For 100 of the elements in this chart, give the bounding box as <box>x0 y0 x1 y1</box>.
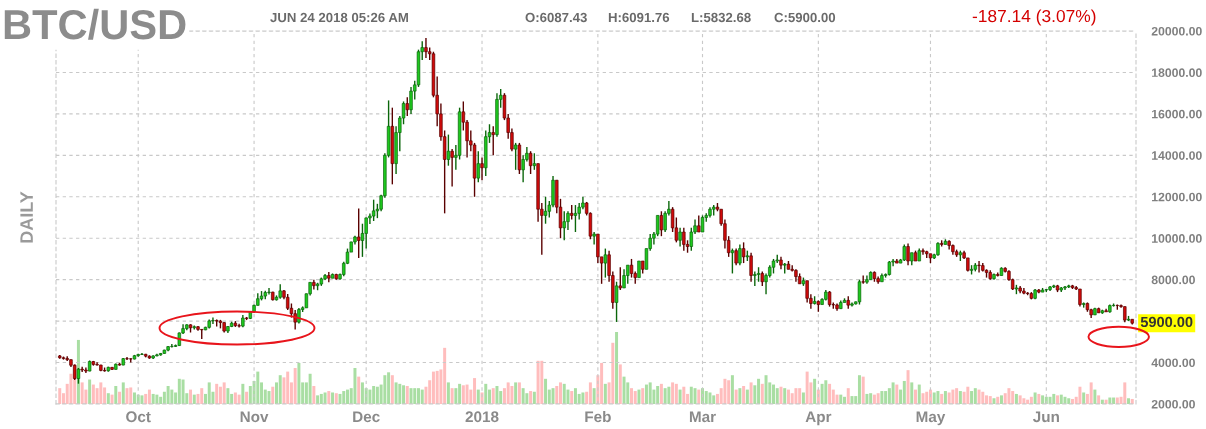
bar <box>805 371 809 404</box>
bar <box>540 360 544 404</box>
bar <box>1089 382 1093 404</box>
candlestick <box>424 37 428 59</box>
bar <box>734 389 738 404</box>
bar <box>465 384 469 404</box>
bar <box>342 391 346 404</box>
bar <box>177 378 181 404</box>
bar <box>181 379 185 404</box>
bar <box>559 382 562 404</box>
bar <box>861 376 865 404</box>
candlestick <box>682 227 686 252</box>
bar <box>368 389 372 404</box>
bar <box>757 378 761 404</box>
bar <box>360 382 364 404</box>
candlestick <box>528 150 533 175</box>
x-tick-label: Feb <box>585 410 611 423</box>
annotation: 5900.00 <box>1140 316 1193 328</box>
bar <box>293 368 297 404</box>
bar <box>241 383 245 404</box>
bar <box>88 379 92 404</box>
bar <box>536 360 540 404</box>
text: -187.14 (3.07%) <box>972 9 1096 26</box>
y-tick-label: 4000.00 <box>1151 358 1195 368</box>
bar <box>454 388 458 404</box>
bar <box>144 393 148 404</box>
bar <box>708 392 712 404</box>
bar <box>1093 389 1097 404</box>
bar <box>1123 382 1127 404</box>
bar <box>226 388 230 404</box>
x-tick-label: Apr <box>805 411 832 426</box>
x-tick-label: Dec <box>353 411 380 423</box>
bar <box>794 388 798 404</box>
bar <box>431 371 435 404</box>
bar <box>813 378 817 404</box>
candlestick <box>626 264 630 285</box>
bar <box>491 388 495 404</box>
bar <box>936 391 940 404</box>
candlestick <box>596 233 600 264</box>
bar <box>921 393 925 404</box>
bar <box>1078 386 1082 404</box>
bar <box>917 384 921 404</box>
bar <box>1067 398 1071 404</box>
bar <box>398 383 402 404</box>
bar <box>353 368 357 404</box>
bar <box>308 373 312 404</box>
candlestick <box>629 258 634 279</box>
bar <box>420 389 424 404</box>
y-tick-label: 10000.00 <box>1152 234 1202 243</box>
bar <box>682 386 686 404</box>
bar <box>151 393 155 404</box>
bar <box>663 388 667 404</box>
candlestick <box>622 268 626 289</box>
bar <box>876 393 880 404</box>
bar <box>880 391 884 404</box>
bar <box>902 380 906 404</box>
bar <box>383 375 387 404</box>
bar <box>413 388 417 404</box>
bar <box>375 386 379 404</box>
bar <box>129 387 133 404</box>
bar <box>678 389 682 404</box>
candlestick <box>405 96 409 117</box>
bar <box>648 382 652 404</box>
bar <box>704 391 708 404</box>
bar <box>697 389 701 404</box>
y-tick-label: 8000.00 <box>1151 275 1195 285</box>
bar <box>1097 395 1101 404</box>
bar <box>633 391 637 404</box>
bar <box>417 388 420 404</box>
bar <box>215 383 219 404</box>
bar <box>615 332 619 404</box>
bar <box>600 362 604 404</box>
bar <box>988 396 992 404</box>
bar <box>910 382 914 404</box>
candlestick <box>741 241 746 264</box>
bar <box>749 382 753 404</box>
bar <box>970 391 974 404</box>
candlestick <box>753 270 757 287</box>
bar <box>1022 398 1026 404</box>
bar <box>772 384 775 404</box>
bar <box>218 386 222 404</box>
bar <box>495 386 499 404</box>
y-tick-label: 18000.00 <box>1152 68 1202 77</box>
bar <box>775 388 779 404</box>
bar <box>207 382 211 404</box>
y-tick-label: 16000.00 <box>1152 109 1202 119</box>
bar <box>140 395 144 404</box>
bar <box>824 380 828 404</box>
bar <box>114 386 118 404</box>
candlestick <box>592 231 596 246</box>
bar <box>1018 395 1022 404</box>
bar <box>170 389 174 404</box>
bar <box>271 386 275 404</box>
bar <box>798 388 802 404</box>
bar <box>323 392 327 404</box>
bar <box>562 383 566 404</box>
bar <box>581 392 585 404</box>
y-tick-label: 14000.00 <box>1152 151 1202 160</box>
bar <box>484 383 488 404</box>
bar <box>592 388 596 404</box>
